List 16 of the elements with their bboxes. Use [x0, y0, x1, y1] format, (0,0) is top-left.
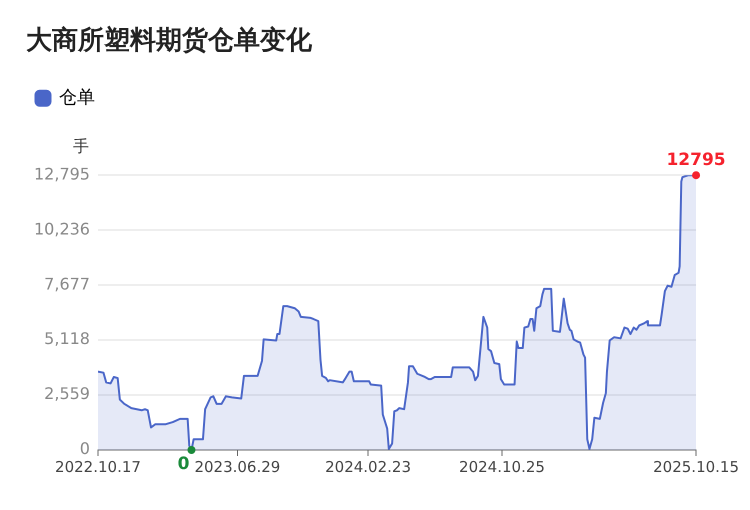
x-tick-label: 2025.10.15 [653, 458, 740, 476]
y-tick-label: 2,559 [44, 384, 90, 404]
y-tick-label: 12,795 [34, 164, 90, 184]
annotation: 12795 [666, 150, 726, 170]
chart-title: 大商所塑料期货仓单变化 [26, 25, 313, 56]
legend-label: 仓单 [59, 86, 95, 108]
x-tick-label: 2024.02.23 [325, 458, 411, 476]
x-tick-label: 2024.10.25 [459, 458, 545, 476]
x-tick-label: 2022.10.17 [55, 458, 141, 476]
annotation: 0 [178, 454, 190, 474]
x-tick-label: 2023.06.29 [194, 458, 280, 476]
y-tick-label: 0 [80, 439, 90, 458]
y-tick-label: 7,677 [44, 274, 90, 294]
y-axis-title: 手 [72, 136, 89, 156]
y-tick-label: 5,118 [44, 329, 90, 348]
y-tick-label: 10,236 [34, 219, 90, 238]
